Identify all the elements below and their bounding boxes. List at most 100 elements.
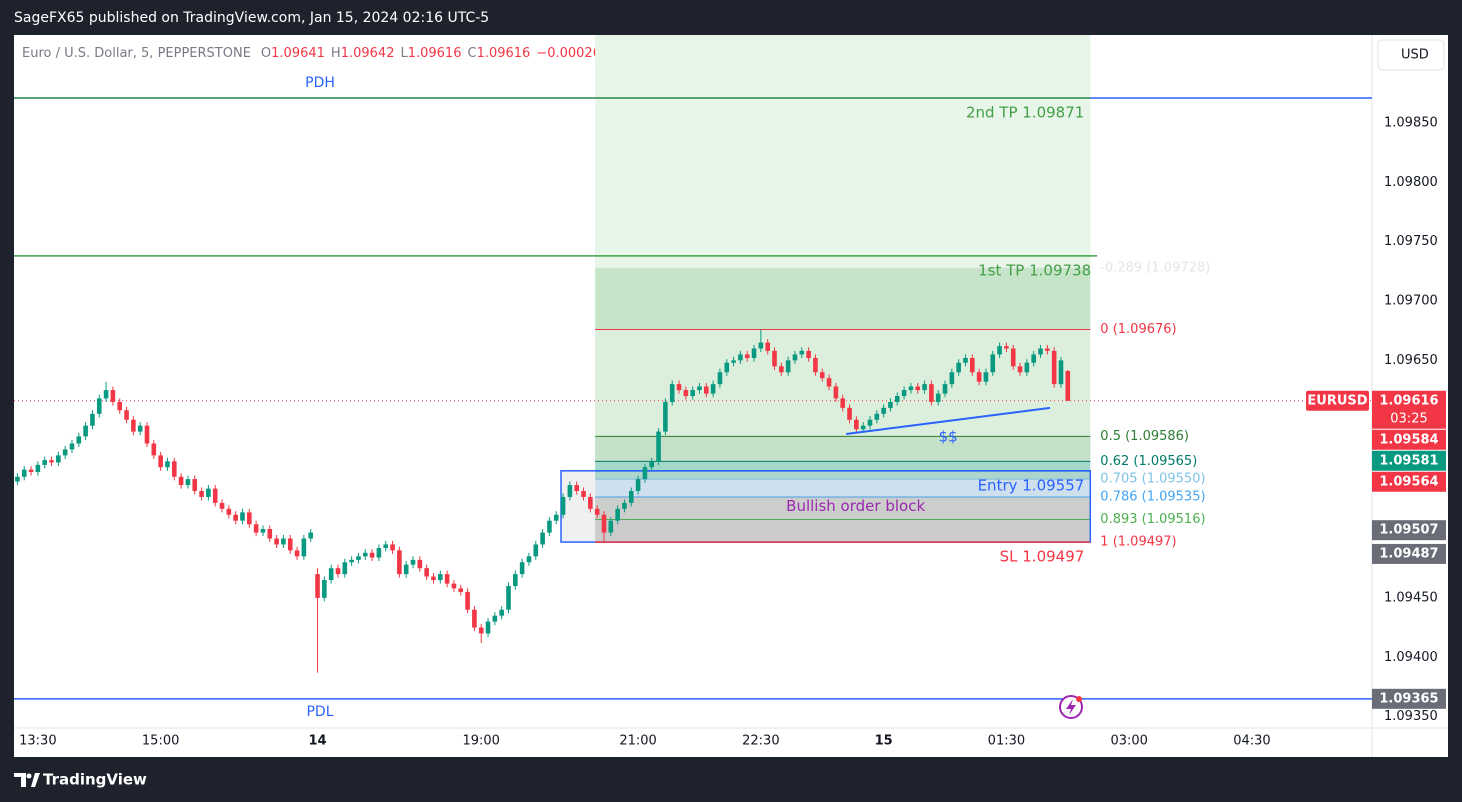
candle-body xyxy=(192,479,198,491)
alert-dot[interactable] xyxy=(1076,696,1082,702)
candle-body xyxy=(15,476,20,482)
candle-body xyxy=(185,479,191,486)
candle-body xyxy=(28,469,34,472)
price-tag xyxy=(1372,390,1446,429)
candle-body xyxy=(881,407,886,414)
candle-body xyxy=(485,621,491,634)
candle-body xyxy=(69,443,75,450)
price-tag xyxy=(1372,543,1446,564)
logo-mark xyxy=(14,773,26,787)
candle-body xyxy=(976,372,982,382)
candle-body xyxy=(526,556,532,563)
candle-body xyxy=(417,559,423,569)
legend-key: C xyxy=(467,46,476,61)
legend-value: 1.09642 xyxy=(341,46,395,61)
candle-body xyxy=(444,574,450,584)
candle-body xyxy=(96,398,102,414)
candle-body xyxy=(478,627,484,634)
candle-body xyxy=(21,469,27,477)
price-tag-label: 1.09365 xyxy=(1379,691,1438,706)
candle-body xyxy=(574,485,580,491)
candle-body xyxy=(860,425,866,430)
currency[interactable]: USD xyxy=(1401,48,1429,63)
candle-body xyxy=(697,386,702,391)
candle-body xyxy=(560,496,566,515)
candle-body xyxy=(1017,366,1023,373)
candle-body xyxy=(1004,346,1009,349)
symbol-tag-label: EURUSD xyxy=(1307,393,1367,408)
x-tick-label: 14 xyxy=(308,734,326,749)
candle-body xyxy=(628,491,634,503)
candle-body xyxy=(874,413,880,420)
candle-body xyxy=(281,538,286,545)
candle-body xyxy=(915,386,921,391)
x-tick-label: 15 xyxy=(875,734,893,749)
candle-body xyxy=(410,559,416,565)
symbol-legend: Euro / U.S. Dollar, 5, PEPPERSTONE O1.096… xyxy=(22,46,667,61)
logo xyxy=(14,773,40,787)
order-block xyxy=(560,470,1092,543)
candle-body xyxy=(219,502,225,509)
candle-body xyxy=(131,419,136,432)
level-label: PDL xyxy=(306,704,333,720)
alert-bolt[interactable] xyxy=(1066,699,1076,715)
x-tick-label: 04:30 xyxy=(1233,734,1270,749)
fib-band xyxy=(595,329,1091,437)
symbol: Euro / U.S. Dollar, 5, PEPPERSTONE xyxy=(22,46,251,61)
candle-body xyxy=(683,390,689,396)
candle-body xyxy=(601,514,607,533)
candle-body xyxy=(376,548,382,558)
price-tag xyxy=(1372,450,1446,471)
price-tag-label: 1.09564 xyxy=(1379,474,1438,489)
candle-body xyxy=(110,390,116,402)
candle-body xyxy=(301,538,307,557)
x-tick-label: 03:00 xyxy=(1110,734,1147,749)
candle-body xyxy=(956,362,961,373)
level-label: Entry 1.09557 xyxy=(978,476,1085,494)
level-label: 2nd TP 1.09871 xyxy=(966,103,1084,121)
plot: PDH PDL $$ xyxy=(14,35,1372,720)
candle-body xyxy=(840,398,846,408)
legend-value: 1.09616 xyxy=(408,46,462,61)
candle-body xyxy=(1045,348,1050,351)
candle-body xyxy=(362,552,368,557)
currency-button[interactable] xyxy=(1377,39,1445,71)
candle-body xyxy=(833,386,839,399)
logo-mark xyxy=(31,773,40,787)
candle-body xyxy=(622,502,627,509)
price-tag xyxy=(1372,471,1446,492)
candle-body xyxy=(724,362,730,373)
candle-body xyxy=(260,529,266,533)
candle-body xyxy=(171,461,177,477)
candle-body xyxy=(328,568,334,581)
price-tag-label: 1.09584 xyxy=(1379,432,1438,447)
fib-label: 0.5 (1.09586) xyxy=(1100,429,1189,444)
candle-body xyxy=(35,464,41,472)
candle-body xyxy=(704,386,709,394)
x-tick-label: 13:30 xyxy=(19,734,56,749)
y-tick-label: 1.09850 xyxy=(1384,115,1438,130)
candle-body xyxy=(424,568,429,577)
candle-body xyxy=(369,552,375,558)
candle-body xyxy=(594,508,600,515)
price-tag xyxy=(1372,520,1446,541)
alert-icon[interactable] xyxy=(1059,695,1083,719)
order-block-label: Bullish order block xyxy=(786,497,925,515)
candle-body xyxy=(806,350,811,358)
candle-body xyxy=(158,455,163,468)
candle-body xyxy=(465,591,470,610)
level-label: SL 1.09497 xyxy=(1000,548,1085,566)
price-tag-label: 1.09487 xyxy=(1379,546,1438,561)
candle-body xyxy=(124,410,129,420)
legend-value: 1.09641 xyxy=(271,46,325,61)
candle-body xyxy=(779,366,784,373)
candle-body xyxy=(437,574,443,581)
candle-body xyxy=(349,559,354,563)
candle-body xyxy=(553,514,559,521)
fib-band xyxy=(595,436,1091,462)
fib-label: 1 (1.09497) xyxy=(1100,535,1176,550)
candle-body xyxy=(178,476,184,486)
y-tick-label: 1.09400 xyxy=(1384,650,1438,665)
candle-body xyxy=(663,401,668,432)
